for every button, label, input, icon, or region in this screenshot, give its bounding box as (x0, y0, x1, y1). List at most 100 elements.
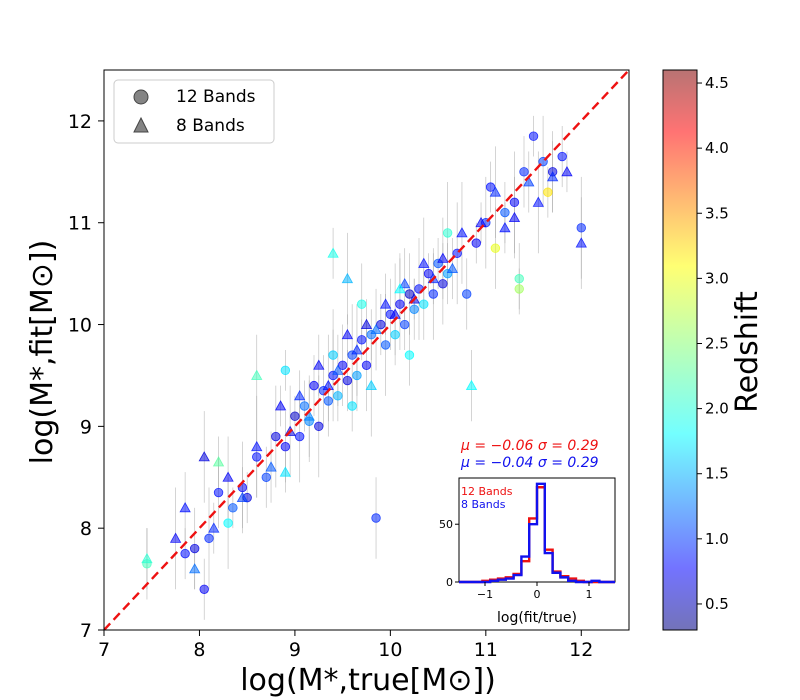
point-8-bands (327, 247, 339, 258)
inset-histogram: −1 0 1 0 50 12 Bands 8 Bands log(fit/true) (439, 477, 616, 626)
y-tick-label: 10 (68, 315, 92, 337)
point-8-bands (179, 501, 191, 513)
point-8-bands (575, 237, 587, 248)
point-8-bands (399, 277, 411, 289)
point-8-bands (265, 461, 277, 472)
point-8-bands (379, 298, 392, 309)
y-tick-label: 11 (68, 213, 92, 235)
point-12-bands (361, 360, 372, 370)
point-12-bands (352, 370, 362, 381)
plot-frame (103, 69, 630, 631)
point-12-bands (419, 299, 429, 309)
inset-legend-12-bands: 12 Bands (461, 485, 513, 498)
legend-box (113, 79, 275, 144)
point-12-bands (199, 584, 209, 594)
colorbar-ticks: 0.5 1.0 1.5 2.0 2.5 3.0 3.5 4.0 4.5 (697, 74, 729, 613)
point-12-bands (390, 330, 400, 340)
point-12-bands (514, 274, 524, 284)
point-12-bands (261, 472, 271, 482)
point-8-bands (294, 389, 306, 401)
point-8-bands (523, 176, 535, 187)
point-12-bands (557, 151, 567, 162)
point-8-bands (351, 344, 363, 355)
point-8-bands (279, 466, 292, 477)
point-8-bands (499, 221, 511, 233)
triangle-marker-icon (133, 116, 149, 133)
point-8-bands (332, 364, 344, 375)
point-12-bands (576, 223, 586, 233)
point-12-bands (409, 304, 419, 314)
point-12-bands (280, 365, 291, 376)
inset-histogram-step (459, 482, 615, 584)
point-8-bands (212, 456, 225, 467)
point-12-bands (404, 289, 415, 299)
point-12-bands (380, 340, 391, 350)
point-12-bands (333, 391, 343, 401)
point-12-bands (471, 238, 481, 248)
point-8-bands (341, 328, 354, 340)
stats-12-bands: μ = −0.06 σ = 0.29 (460, 438, 599, 454)
inset-y-tick-label: 50 (439, 518, 453, 531)
point-12-bands (337, 360, 348, 370)
x-axis-label: log(M*,true[M⊙]) (240, 663, 496, 698)
point-12-bands (519, 167, 529, 177)
point-8-bands (418, 257, 430, 268)
point-12-bands (357, 335, 367, 345)
inset-legend-8-bands: 8 Bands (461, 498, 506, 511)
colorbar-gradient (662, 69, 698, 631)
point-12-bands (290, 411, 300, 421)
point-12-bands (309, 380, 319, 391)
point-12-bands (428, 289, 439, 299)
point-8-bands (437, 252, 449, 263)
point-12-bands (189, 543, 200, 554)
inset-x-tick-label: 0 (534, 588, 541, 601)
point-8-bands (532, 196, 544, 207)
point-12-bands (404, 350, 415, 360)
point-8-bands (141, 552, 153, 564)
point-8-bands (251, 440, 263, 452)
point-8-bands (189, 563, 201, 574)
y-tick-label: 7 (80, 620, 92, 642)
point-8-bands (456, 227, 468, 238)
x-tick-label: 12 (569, 639, 593, 661)
point-8-bands (222, 471, 234, 482)
inset-y-tick-label: 0 (446, 576, 453, 589)
point-8-bands (236, 491, 249, 503)
point-12-bands (376, 319, 386, 330)
point-12-bands (438, 279, 448, 289)
colorbar-tick-label: 0.5 (705, 595, 729, 613)
x-tick-label: 8 (193, 639, 205, 661)
colorbar-tick-label: 1.0 (705, 530, 729, 548)
inset-x-label: log(fit/true) (497, 610, 577, 626)
point-8-bands (360, 318, 373, 329)
x-tick-label: 7 (98, 639, 110, 661)
point-12-bands (294, 431, 305, 442)
point-12-bands (399, 319, 410, 330)
y-tick-label: 8 (80, 518, 92, 540)
point-8-bands (465, 379, 478, 391)
point-8-bands (198, 451, 210, 462)
point-12-bands (543, 187, 553, 197)
inset-ticks: −1 0 1 0 50 (439, 518, 593, 601)
point-12-bands (442, 228, 453, 238)
point-8-bands (370, 323, 382, 335)
point-8-bands (365, 379, 377, 391)
point-8-bands (489, 186, 502, 197)
colorbar-tick-label: 4.0 (705, 139, 729, 157)
point-8-bands (341, 272, 354, 284)
point-8-bands (303, 410, 315, 421)
point-12-bands (213, 487, 224, 498)
colorbar-tick-label: 2.0 (705, 400, 729, 418)
point-12-bands (271, 431, 281, 442)
point-12-bands (347, 401, 357, 411)
point-12-bands (342, 375, 353, 386)
point-12-bands (204, 533, 214, 544)
colorbar-tick-label: 4.5 (705, 74, 729, 92)
x-axis-ticks: 7 8 9 10 11 12 (98, 630, 593, 661)
point-12-bands (490, 243, 501, 253)
point-12-bands (314, 421, 324, 432)
point-12-bands (371, 513, 381, 523)
colorbar-tick-label: 2.5 (705, 334, 729, 352)
inset-bars (459, 482, 615, 584)
